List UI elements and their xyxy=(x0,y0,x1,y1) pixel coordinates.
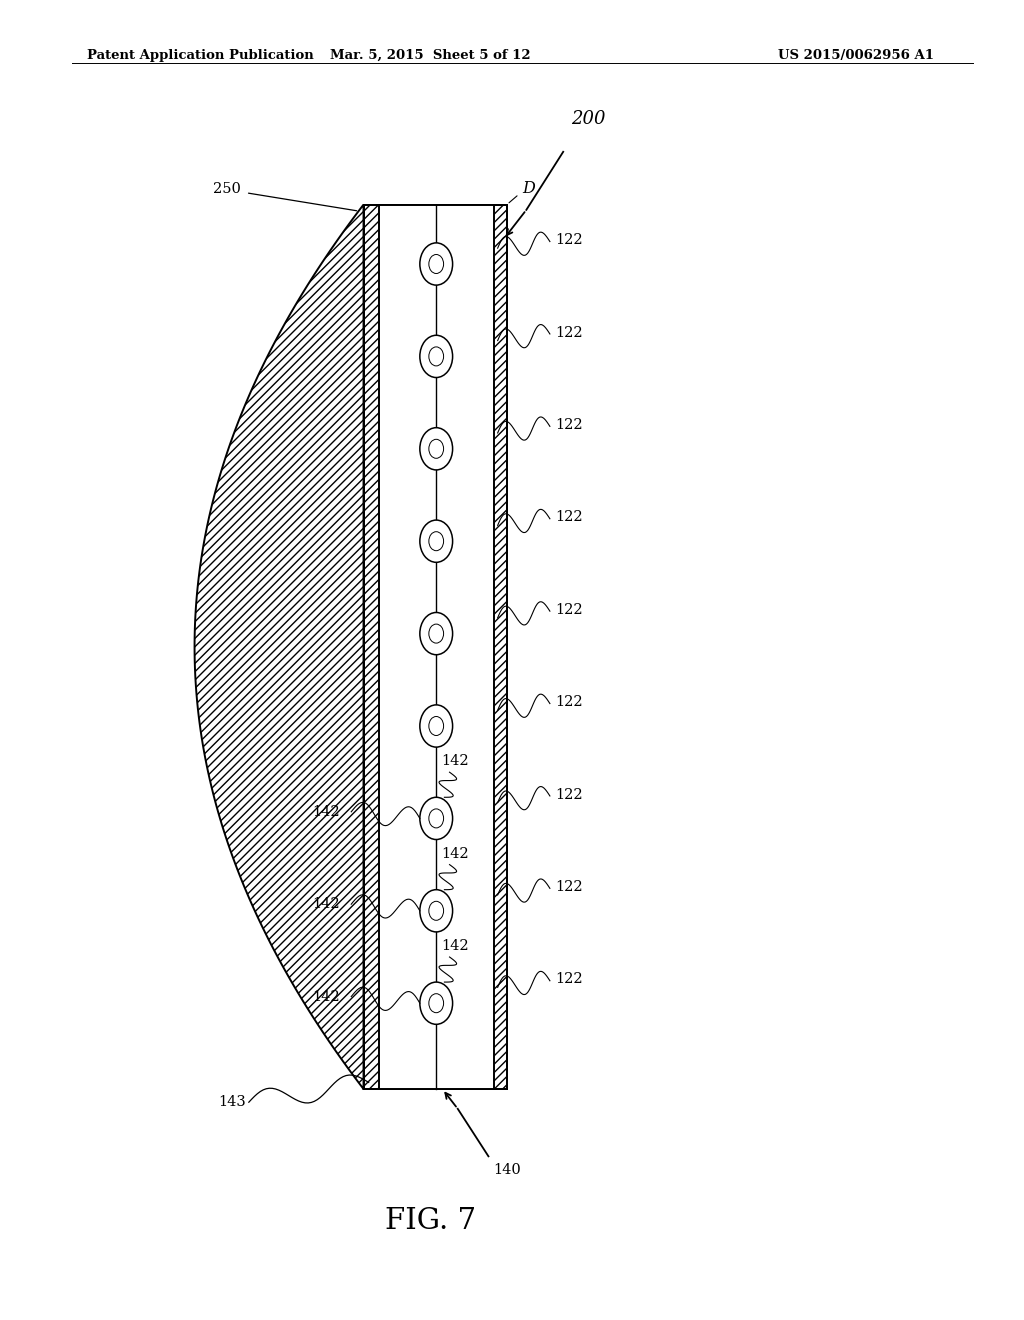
Circle shape xyxy=(420,243,453,285)
Text: 122: 122 xyxy=(555,880,583,894)
Text: Mar. 5, 2015  Sheet 5 of 12: Mar. 5, 2015 Sheet 5 of 12 xyxy=(330,49,530,62)
Text: 143: 143 xyxy=(218,1096,246,1109)
Polygon shape xyxy=(195,205,364,1089)
Circle shape xyxy=(420,335,453,378)
Circle shape xyxy=(429,994,443,1012)
Text: 122: 122 xyxy=(555,788,583,801)
Bar xyxy=(364,205,507,1089)
Text: 122: 122 xyxy=(555,511,583,524)
Text: 250: 250 xyxy=(213,182,241,195)
Text: 200: 200 xyxy=(571,110,606,128)
Text: 122: 122 xyxy=(555,603,583,616)
Text: 122: 122 xyxy=(555,418,583,432)
Circle shape xyxy=(429,347,443,366)
Circle shape xyxy=(429,902,443,920)
Circle shape xyxy=(420,797,453,840)
Circle shape xyxy=(420,428,453,470)
Text: D: D xyxy=(522,181,536,197)
Text: 142: 142 xyxy=(312,805,340,818)
Bar xyxy=(379,205,494,1089)
Text: Patent Application Publication: Patent Application Publication xyxy=(87,49,313,62)
Text: 122: 122 xyxy=(555,234,583,247)
Text: 142: 142 xyxy=(441,939,469,953)
Circle shape xyxy=(429,624,443,643)
Text: FIG. 7: FIG. 7 xyxy=(385,1206,475,1236)
Text: 142: 142 xyxy=(312,990,340,1003)
Circle shape xyxy=(420,612,453,655)
Circle shape xyxy=(420,520,453,562)
Text: 142: 142 xyxy=(441,754,469,768)
Circle shape xyxy=(420,890,453,932)
Text: 122: 122 xyxy=(555,973,583,986)
Text: 122: 122 xyxy=(555,326,583,339)
Text: 142: 142 xyxy=(312,898,340,911)
Text: 140: 140 xyxy=(494,1163,521,1177)
Circle shape xyxy=(420,982,453,1024)
Text: 142: 142 xyxy=(441,846,469,861)
Circle shape xyxy=(429,809,443,828)
Circle shape xyxy=(429,255,443,273)
Text: 122: 122 xyxy=(555,696,583,709)
Circle shape xyxy=(420,705,453,747)
Circle shape xyxy=(429,717,443,735)
Circle shape xyxy=(429,532,443,550)
Circle shape xyxy=(429,440,443,458)
Text: US 2015/0062956 A1: US 2015/0062956 A1 xyxy=(778,49,934,62)
